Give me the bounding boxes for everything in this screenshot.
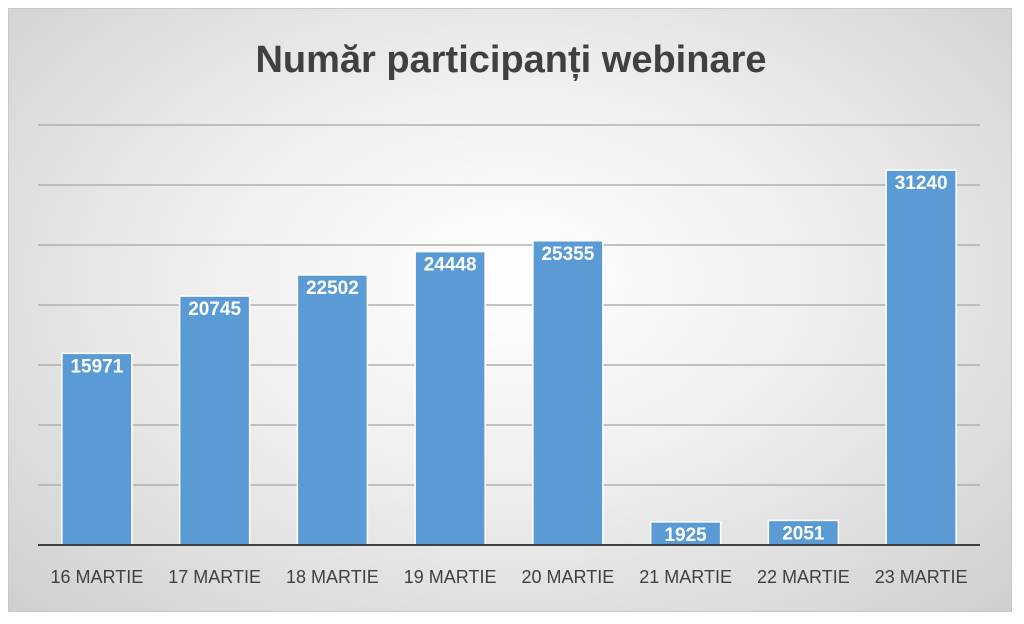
x-tick-label: 16 MARTIE — [51, 567, 144, 587]
data-label: 22502 — [306, 278, 359, 299]
x-tick-label: 23 MARTIE — [875, 567, 968, 587]
x-tick-label: 18 MARTIE — [286, 567, 379, 587]
data-label: 31240 — [895, 173, 948, 194]
bar — [885, 169, 957, 546]
bar — [296, 274, 369, 546]
bar — [532, 239, 604, 546]
bar — [61, 352, 133, 546]
bar — [414, 250, 486, 546]
data-label: 24448 — [424, 255, 477, 276]
data-label: 2051 — [782, 523, 825, 544]
data-label: 25355 — [541, 244, 594, 265]
chart-title: Număr participanți webinare — [255, 39, 766, 81]
chart-frame — [8, 8, 1012, 612]
x-tick-label: 17 MARTIE — [168, 567, 261, 587]
data-label: 20745 — [188, 299, 241, 320]
bar — [767, 519, 840, 546]
x-tick-label: 21 MARTIE — [639, 567, 732, 587]
x-tick-label: 19 MARTIE — [404, 567, 497, 587]
data-label: 15971 — [70, 356, 123, 377]
x-tick-label: 20 MARTIE — [522, 567, 615, 587]
bar — [178, 295, 251, 546]
data-label: 1925 — [664, 525, 707, 546]
x-tick-label: 22 MARTIE — [757, 567, 850, 587]
